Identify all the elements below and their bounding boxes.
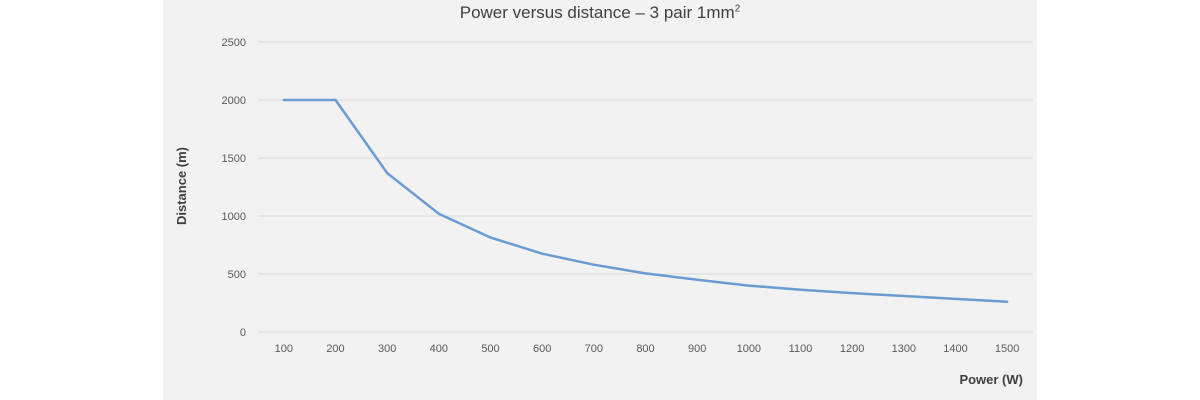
x-tick-label: 1200 bbox=[840, 343, 864, 355]
data-point bbox=[1005, 300, 1009, 304]
data-point bbox=[644, 272, 647, 275]
data-point bbox=[385, 171, 389, 175]
y-tick-label: 2500 bbox=[222, 37, 246, 49]
x-tick-labels: 100 200 300 400 500 600 700 800 900 1000 1100 1200 1… bbox=[275, 343, 1020, 355]
data-point bbox=[282, 98, 286, 102]
x-tick-label: 200 bbox=[326, 343, 344, 355]
x-tick-label: 1300 bbox=[892, 343, 916, 355]
x-tick-label: 1500 bbox=[995, 343, 1019, 355]
x-axis-title: Power (W) bbox=[959, 372, 1023, 387]
x-tick-label: 400 bbox=[430, 343, 448, 355]
y-tick-label: 0 bbox=[240, 327, 246, 339]
x-tick-label: 700 bbox=[585, 343, 603, 355]
chart-title-text: Power versus distance – 3 pair 1mm bbox=[459, 3, 735, 22]
y-axis-title: Distance (m) bbox=[174, 147, 189, 225]
x-tick-label: 1100 bbox=[789, 343, 813, 355]
data-point bbox=[695, 278, 699, 281]
x-tick-label: 900 bbox=[688, 343, 706, 355]
y-tick-label: 2000 bbox=[222, 95, 246, 107]
y-tick-label: 1000 bbox=[222, 211, 246, 223]
data-point bbox=[747, 284, 751, 287]
data-point bbox=[850, 291, 854, 295]
line-chart: 0 500 1000 1500 2000 2500 100 200 300 400 500 600 7… bbox=[174, 37, 1033, 387]
y-tick-label: 500 bbox=[228, 269, 246, 281]
data-point bbox=[954, 297, 957, 301]
x-tick-label: 600 bbox=[533, 343, 551, 355]
chart-panel: Power versus distance – 3 pair 1mm2 0 500… bbox=[163, 0, 1037, 400]
series-line-0 bbox=[283, 98, 1008, 304]
data-point bbox=[799, 288, 802, 291]
data-point bbox=[489, 236, 492, 239]
data-point bbox=[437, 212, 441, 215]
x-tick-label: 1400 bbox=[943, 343, 967, 355]
data-point bbox=[334, 98, 337, 102]
x-tick-label: 800 bbox=[636, 343, 654, 355]
data-point bbox=[902, 294, 906, 298]
gridlines bbox=[258, 41, 1033, 333]
x-tick-label: 100 bbox=[275, 343, 293, 355]
data-point bbox=[592, 263, 596, 266]
x-tick-label: 1000 bbox=[737, 343, 761, 355]
chart-title: Power versus distance – 3 pair 1mm2 bbox=[163, 3, 1037, 23]
x-tick-label: 500 bbox=[481, 343, 499, 355]
y-tick-label: 1500 bbox=[222, 153, 246, 165]
series-lines bbox=[282, 98, 1009, 304]
data-point bbox=[540, 252, 544, 255]
y-tick-labels: 0 500 1000 1500 2000 2500 bbox=[222, 37, 246, 339]
x-tick-label: 300 bbox=[378, 343, 396, 355]
chart-title-superscript: 2 bbox=[734, 3, 741, 15]
